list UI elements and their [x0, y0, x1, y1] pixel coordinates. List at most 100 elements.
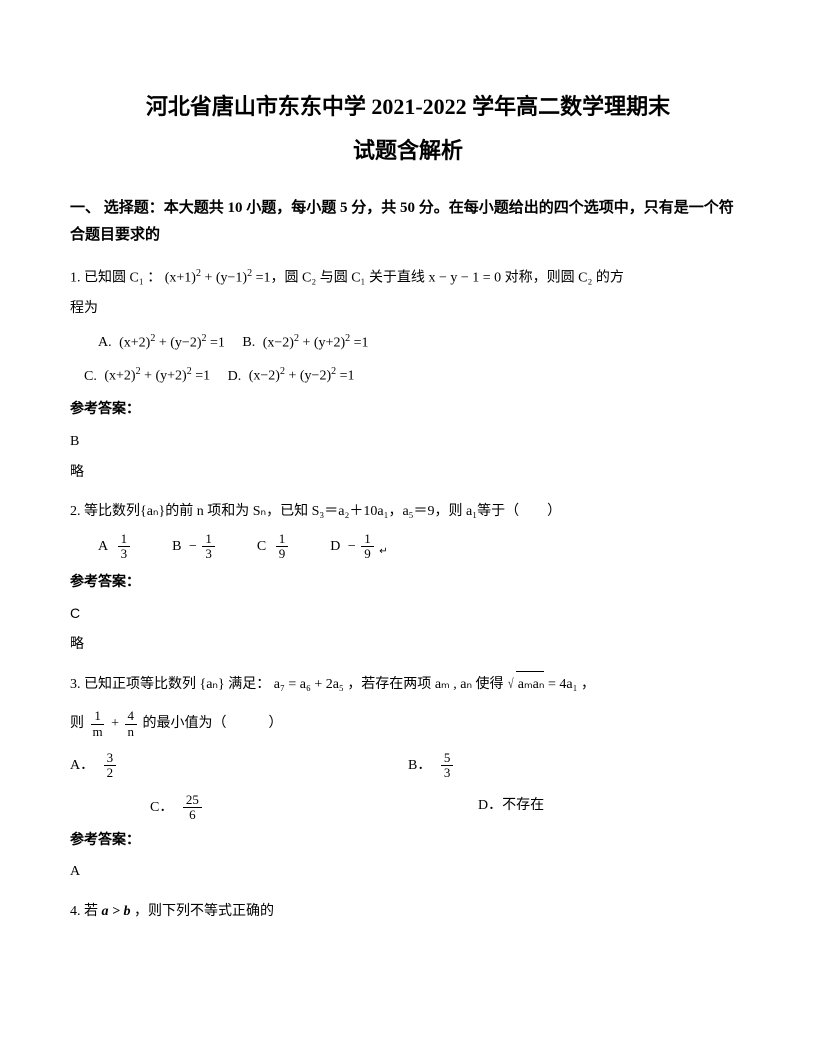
frac-icon: 19	[276, 532, 289, 562]
den: m	[90, 725, 106, 739]
frac-icon: 32	[104, 751, 117, 781]
sq: 2	[280, 366, 285, 377]
optA-label: A．	[70, 753, 94, 778]
optA-2: (y−2)	[170, 335, 201, 350]
sq: 2	[202, 333, 207, 344]
question-2: 2. 等比数列{aₙ}的前 n 项和为 Sₙ，已知 S₃＝a₂＋10a₁，a₅＝…	[70, 499, 746, 657]
q2-note: 略	[70, 632, 746, 657]
q1-c1b: C₁	[351, 270, 365, 285]
sq: 2	[294, 333, 299, 344]
optC-label: C	[257, 534, 266, 559]
optC-label: C．	[150, 795, 173, 820]
sqrt-icon: √	[508, 672, 513, 697]
optD-label: D	[330, 534, 340, 559]
optC-e: =1	[195, 369, 210, 384]
frac-icon: 13	[118, 532, 131, 562]
q1-c2a: C₂	[302, 270, 316, 285]
q2-optD: D − 19 ↵	[330, 532, 387, 562]
frac-icon: 13	[202, 532, 215, 562]
arrow-icon: ↵	[379, 546, 387, 557]
q1-note: 略	[70, 460, 746, 485]
optC-1: (x+2)	[104, 369, 135, 384]
q1-eq1a: (x+1)	[165, 270, 196, 285]
q1-line2: 程为	[70, 296, 746, 321]
q4-cond: a > b	[102, 904, 131, 919]
q3-opts-ab: A． 32 B． 53	[70, 751, 746, 781]
optB-label: B．	[408, 753, 431, 778]
plus: +	[302, 335, 313, 350]
q2-answer-label: 参考答案：	[70, 570, 746, 595]
q3-eq1: a₇ = a₆ + 2a₅	[274, 677, 344, 692]
den: 2	[104, 766, 117, 780]
q2-options: A 13 B − 13 C 19 D − 19 ↵	[98, 532, 746, 562]
num: 1	[118, 532, 131, 547]
q3-optA: A． 32	[70, 751, 408, 781]
den: 9	[361, 547, 374, 561]
q3-line2-pre: 则	[70, 716, 88, 731]
optB-2: (y+2)	[314, 335, 345, 350]
den: 6	[186, 808, 199, 822]
neg: −	[189, 539, 197, 554]
sq: 2	[136, 366, 141, 377]
q3-set: {aₙ}	[200, 677, 225, 692]
optB-1: (x−2)	[263, 335, 294, 350]
frac-icon: 256	[183, 793, 202, 823]
optD-label: D.	[228, 364, 242, 389]
plus: +	[111, 716, 122, 731]
q1-options-row2: C. (x+2)2 + (y+2)2 =1 D. (x−2)2 + (y−2)2…	[84, 363, 746, 389]
q2-optA: A 13	[98, 532, 132, 562]
q2-answer: C	[70, 601, 746, 626]
den: 3	[202, 547, 215, 561]
q2-optC: C 19	[257, 532, 290, 562]
plus: +	[204, 270, 215, 285]
num: 1	[202, 532, 215, 547]
q1-c1: C₁	[130, 270, 144, 285]
q3-mid2: ，若存在两项	[347, 677, 435, 692]
optA-e: =1	[210, 335, 225, 350]
sqrt-inner: aₘaₙ	[516, 671, 545, 697]
optC-label: C.	[84, 364, 97, 389]
num: 1	[361, 532, 374, 547]
sq: 2	[187, 366, 192, 377]
page-subtitle: 试题含解析	[70, 131, 746, 171]
q3-mid3: 使得	[476, 677, 508, 692]
q1-lineeq: x − y − 1 = 0	[428, 270, 501, 285]
q3-optD: D．不存在	[418, 793, 746, 823]
q3-eqr: = 4a₁	[548, 677, 578, 692]
page-title: 河北省唐山市东东中学 2021-2022 学年高二数学理期末	[70, 90, 746, 123]
q1-mid4: 对称，则圆	[505, 270, 579, 285]
optA-label: A	[98, 534, 108, 559]
frac-icon: 19	[361, 532, 374, 562]
optD-2: (y−2)	[300, 369, 331, 384]
optC-2: (y+2)	[155, 369, 186, 384]
num: 25	[183, 793, 202, 808]
q1-mid2: 与圆	[320, 270, 352, 285]
q1-answer: B	[70, 429, 746, 454]
q3-optC: C． 256	[150, 793, 418, 823]
num: 5	[441, 751, 454, 766]
q4-text: 4. 若 a > b ，则下列不等式正确的	[70, 899, 746, 924]
q3-an: aₙ	[460, 677, 472, 692]
sq: 2	[150, 333, 155, 344]
optB-label: B.	[242, 330, 255, 355]
q3-line2-suf: 的最小值为（ ）	[143, 716, 283, 731]
q3-answer-label: 参考答案：	[70, 828, 746, 853]
q2-text: 2. 等比数列{aₙ}的前 n 项和为 Sₙ，已知 S₃＝a₂＋10a₁，a₅＝…	[70, 499, 746, 524]
q3-suffix: ，	[581, 677, 595, 692]
sq: 2	[331, 366, 336, 377]
sq: 2	[345, 333, 350, 344]
q1-eq1b: (y−1)	[216, 270, 247, 285]
num: 1	[276, 532, 289, 547]
frac-icon: 53	[441, 751, 454, 781]
optD-1: (x−2)	[249, 369, 280, 384]
plus: +	[288, 369, 299, 384]
question-4: 4. 若 a > b ，则下列不等式正确的	[70, 899, 746, 924]
q1-text: 1. 已知圆 C₁ ： (x+1)2 + (y−1)2 =1，圆 C₂ 与圆 C…	[70, 265, 746, 291]
q1-answer-label: 参考答案：	[70, 397, 746, 422]
q4-prefix: 4. 若	[70, 904, 102, 919]
sq: 2	[247, 268, 252, 279]
q1-c2b: C₂	[578, 270, 592, 285]
plus: +	[159, 335, 170, 350]
q3-line2: 则 1m + 4n 的最小值为（ ）	[70, 709, 746, 739]
den: 3	[441, 766, 454, 780]
